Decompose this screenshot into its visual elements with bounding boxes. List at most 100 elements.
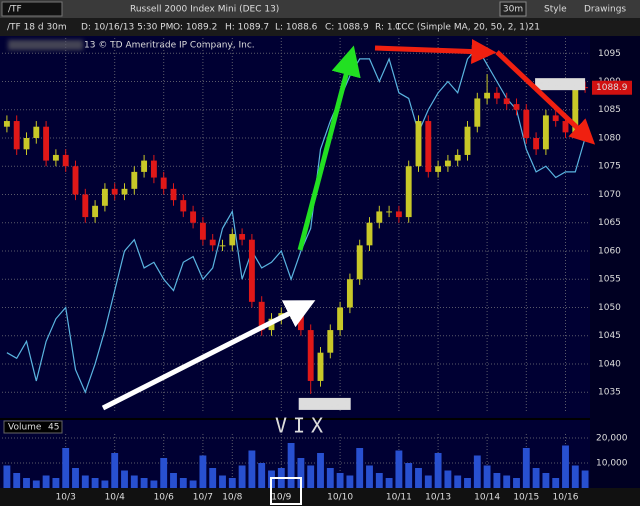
candle-body [3,121,10,127]
candle-body [52,154,59,161]
info-item: L: 1088.6 [275,23,318,33]
candle-body [101,188,108,206]
x-tick-label: 10/11 [386,493,412,503]
candle-body [72,166,79,195]
candle-body [190,211,197,223]
volume-bar [62,448,70,488]
x-tick-label: 10/9 [271,493,291,503]
volume-bar [189,480,197,488]
volume-bar [248,450,256,488]
x-tick-label: 10/10 [327,493,353,503]
hi-label-box [535,78,586,91]
x-tick-label: 10/14 [474,493,500,503]
x-tick-label: 10/4 [105,493,125,503]
volume-bar [307,465,315,488]
volume-bar [346,475,354,488]
volume-bar [238,465,246,488]
volume-bar [219,475,226,488]
volume-bar [454,475,462,488]
overlay-line [6,46,586,394]
candle-body [435,166,442,172]
lo-label: Lo: 1034.7 [302,399,350,409]
volume-bar [72,468,79,488]
candle-body [33,126,40,138]
y-tick-label: 1045 [598,331,621,341]
volume-bar [385,478,393,488]
candle-body [131,171,138,189]
volume-bar [542,473,550,488]
volume-bar [179,478,187,488]
candle-body [23,137,30,150]
candle-body [62,154,69,167]
candle-body [523,109,530,138]
candle-body [395,211,402,218]
last-price: 1088.9 [596,83,628,93]
volume-bar [532,468,540,488]
y2-tick-label: 10,000 [596,459,628,469]
volume-title: Volume [8,423,42,433]
volume-bar [444,470,452,488]
x-tick-label: 10/3 [56,493,76,503]
volume-bar [405,463,413,488]
candle-body [444,160,451,167]
volume-header [3,420,63,434]
toolbar [0,0,640,18]
candle-body [572,87,579,133]
x-tick-label: 10/7 [193,493,213,503]
candle-body [513,104,520,110]
volume-bar [199,455,207,488]
y-tick-label: 1080 [598,133,621,143]
style-button[interactable]: Style [544,5,567,15]
candle-body [493,92,500,99]
candle-body [141,160,148,172]
candle-body [464,126,471,155]
symbol-box[interactable] [1,1,63,17]
volume-bar [562,445,569,488]
red-arrow [495,50,596,145]
info-item: C: 1088.9 [325,23,369,33]
candle-body [552,115,559,122]
y-tick-label: 1065 [598,218,621,228]
red-arrow [374,39,497,65]
candle-body [209,239,216,246]
volume-bar [101,480,109,488]
volume-bar [258,463,266,488]
volume-bar [111,453,119,488]
info-item: /TF 18 d 30m [7,23,67,33]
lo-label-box [298,397,351,410]
y-tick-label: 1040 [598,359,621,369]
candle-body [484,92,491,99]
x-tick-label: 10/13 [425,493,451,503]
y-axis-bar [590,36,640,488]
volume-bar [170,473,177,488]
volume-bar [160,458,168,488]
volume-bar [42,475,50,488]
volume-bar [3,465,11,488]
drawings-button[interactable]: Drawings [584,5,626,15]
volume-bar [150,480,158,488]
candle-body [82,194,89,218]
candle-body [474,98,481,127]
y-tick-label: 1035 [598,388,621,398]
candle-body [307,330,314,381]
last-price-box [592,80,632,95]
volume-bar [424,475,432,488]
volume-bar [375,473,383,488]
volume-bar [81,475,89,488]
volume-bar [434,453,442,488]
candle-body [317,352,324,381]
volume-bar [552,478,560,488]
timeframe-button[interactable] [499,1,527,17]
annotation: VIX [275,414,329,438]
candle-body [13,121,20,150]
candle-body [415,121,422,167]
volume-bar [473,455,481,488]
info-item: D: 10/16/13 5:30 PM [81,23,173,33]
white-arrow [101,300,316,411]
candle-body [92,205,99,218]
candle-body [258,301,265,331]
description: Russell 2000 Index Mini (DEC 13) [130,5,279,15]
volume-bar [464,478,471,488]
candle-body [111,188,118,195]
